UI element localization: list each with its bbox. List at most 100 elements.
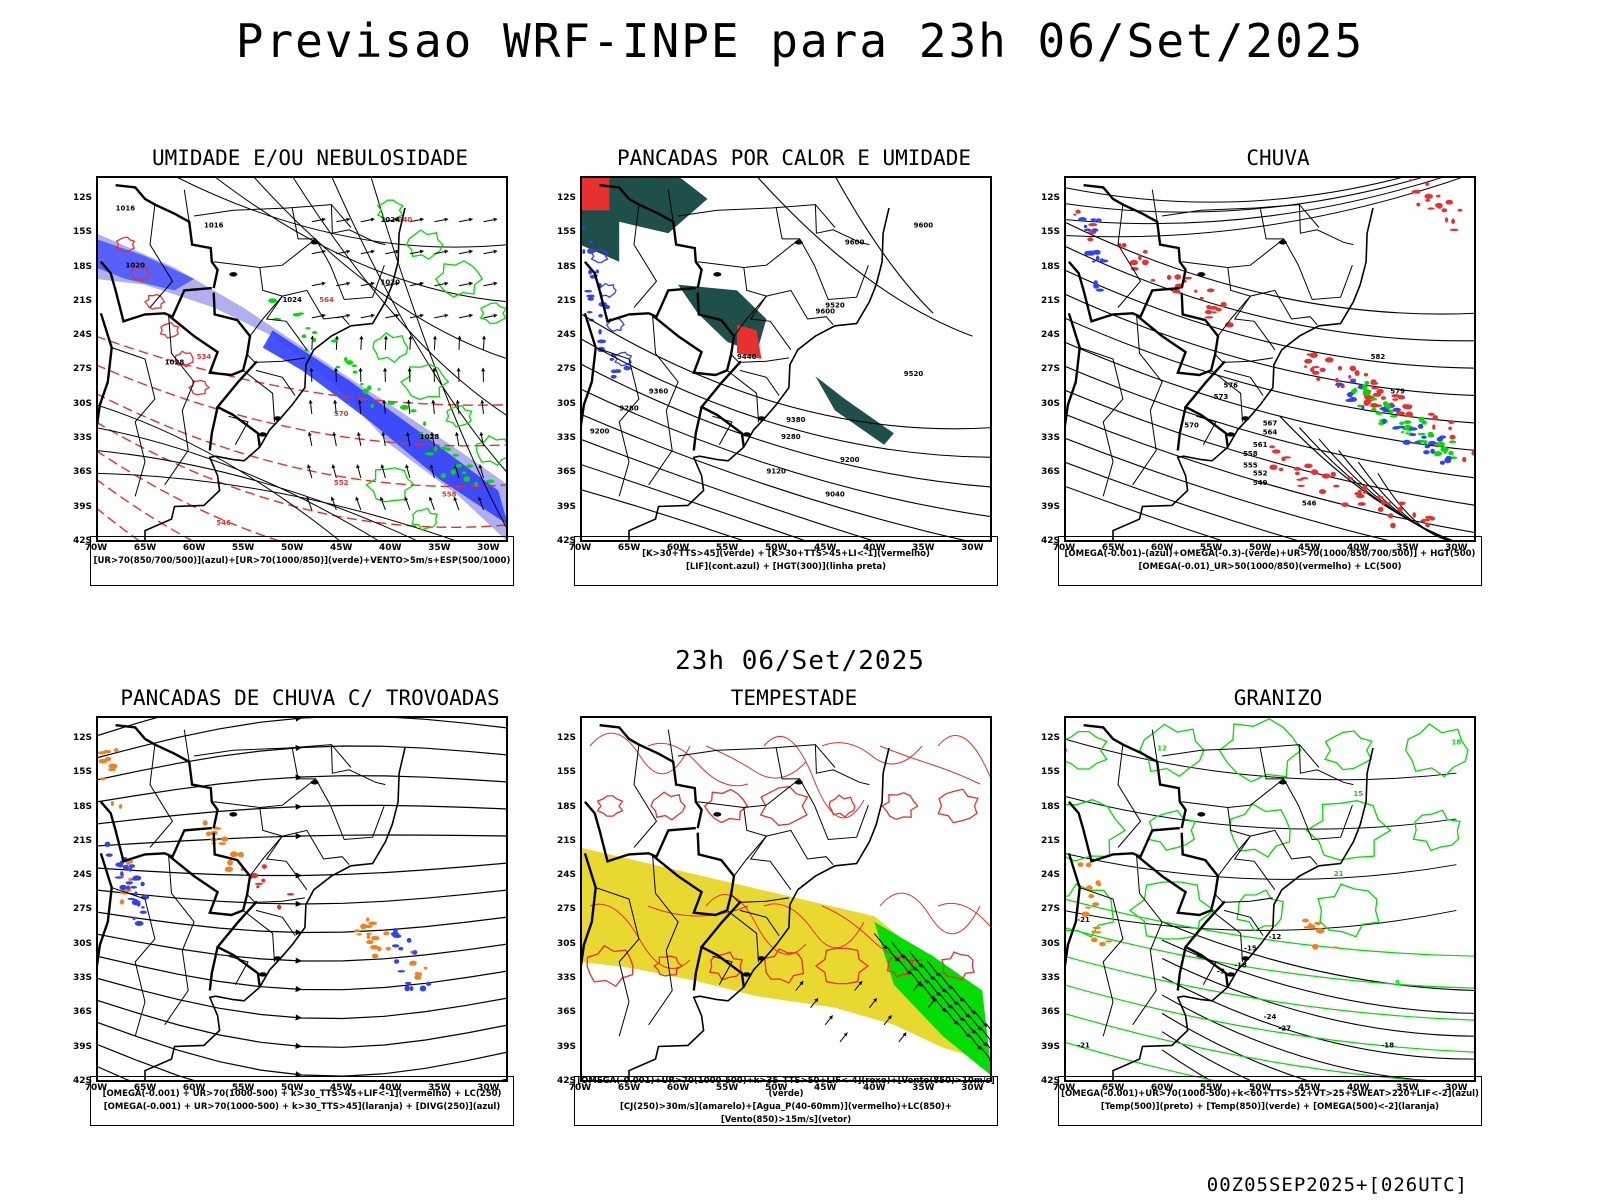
lat-tick-label: 18S <box>1040 801 1060 812</box>
omega-strong-cell <box>1400 431 1405 434</box>
wind-vector <box>370 249 375 254</box>
lc-850-streamline <box>647 742 749 787</box>
wind-vector <box>493 281 498 286</box>
omega-strong-cell <box>1436 441 1445 447</box>
lake <box>273 956 282 961</box>
isobar <box>96 427 381 542</box>
omega-rain-cell <box>1321 473 1331 479</box>
ur-low-cell <box>360 382 364 386</box>
ur-low-cell <box>268 298 277 304</box>
wind-vector <box>468 313 473 318</box>
lon-tick-label: 30W <box>1445 543 1468 553</box>
lon-tick-label: 50W <box>280 543 304 553</box>
lat-tick-label: 39S <box>72 501 92 512</box>
divergence-cell <box>128 864 136 868</box>
wind-850-vector <box>894 957 899 962</box>
omega-rain-cell <box>1448 420 1455 425</box>
lat-tick-label: 21S <box>1040 295 1060 306</box>
lat-tick-label: 39S <box>1040 501 1060 512</box>
panel-title: PANCADAS POR CALOR E UMIDADE <box>616 146 971 170</box>
omega-strong-cell <box>1356 404 1363 408</box>
ur-low-cell <box>304 349 309 352</box>
state-border <box>1233 295 1276 351</box>
omega-rain-cell <box>1333 484 1340 488</box>
wind-vector <box>407 367 412 372</box>
lon-tick-label: 60W <box>666 543 690 553</box>
wind-vector <box>419 249 424 254</box>
thickness-contour <box>96 449 286 542</box>
lake <box>1241 416 1250 421</box>
lon-tick-label: 65W <box>133 543 157 553</box>
omega-weak-cell <box>1417 423 1424 429</box>
wind-850-vector <box>965 1013 970 1018</box>
omega-rain-cell <box>1278 467 1284 472</box>
lc-850-streamline <box>821 742 923 765</box>
panel-legend: [OMEGA(-0.001)+UR>70(1000-500)+k>35_TTS>… <box>574 1076 998 1126</box>
map-frame <box>96 716 508 1082</box>
hgt-500-contour <box>1064 413 1476 534</box>
hgt-500-contour <box>1064 221 1476 315</box>
lon-tick-label: 50W <box>764 1083 788 1093</box>
ur-low-cell <box>362 388 369 395</box>
ur-low-cell <box>474 482 479 487</box>
hgt-label: 555 <box>1243 462 1258 470</box>
wind-vector <box>430 432 435 436</box>
omega-500-cell <box>1088 893 1095 899</box>
isobar <box>96 472 460 542</box>
wind-vector <box>321 281 326 286</box>
hgt-300-contour <box>580 488 749 542</box>
page-title: Previsao WRF-INPE para 23h 06/Set/2025 <box>235 14 1365 68</box>
state-border <box>282 829 350 866</box>
state-border <box>1223 369 1264 396</box>
trovoada-cell <box>218 842 227 845</box>
temp-850-contour <box>1064 1041 1224 1082</box>
thickness-contour <box>96 421 508 528</box>
omega-rain-cell <box>1348 375 1352 379</box>
state-border <box>1079 347 1124 497</box>
isobar <box>96 450 420 542</box>
wind-850-vector <box>924 979 928 984</box>
trovoada-forte-cell <box>250 872 259 879</box>
wind-vector <box>380 464 385 469</box>
country-border <box>99 801 212 863</box>
state-border <box>648 855 679 1026</box>
country-border <box>692 406 703 451</box>
trovoada-forte-cell <box>261 864 267 869</box>
panel-tempestade: TEMPESTADE 12S 15S 18S 21S 24S 27S 30S 33S 36S 39S… <box>557 686 1008 1174</box>
temp-label: -21 <box>1077 916 1090 924</box>
omega-strong-cell <box>1433 451 1442 457</box>
state-border <box>667 189 674 222</box>
lat-tick-label: 27S <box>1040 904 1060 915</box>
thickness-contour <box>96 364 508 447</box>
lif-cell <box>588 240 594 243</box>
hgt-500-contour <box>1064 341 1476 452</box>
lon-tick-label: 55W <box>1199 1083 1223 1093</box>
hgt-label: 9600 <box>845 239 865 247</box>
omega-rain-cell <box>1138 254 1142 261</box>
coastline-atlantic <box>1112 207 1374 542</box>
trovoada-forte-cell <box>261 878 266 883</box>
pressure-label: 534 <box>197 353 212 361</box>
omega-strong-cell <box>1353 387 1358 394</box>
country-border <box>208 406 219 451</box>
trovoada-cell <box>409 963 417 966</box>
lat-tick-label: 36S <box>72 1007 92 1018</box>
streamline-250 <box>96 889 508 905</box>
wind-vector <box>419 313 424 318</box>
streamline-250 <box>96 862 508 877</box>
omega-rain-cell <box>1300 477 1309 480</box>
omega-rain-cell <box>1397 395 1406 400</box>
state-border <box>194 204 352 228</box>
omega-rain-cell <box>1183 276 1193 280</box>
state-border <box>766 829 834 866</box>
wind-850-vector <box>953 1020 958 1025</box>
lc-850-eddy <box>814 947 870 985</box>
omega-rain-cell <box>1392 398 1399 401</box>
ur-low-contour <box>405 229 444 260</box>
wind-vector <box>381 432 386 436</box>
hgt-label: 567 <box>1263 419 1278 427</box>
wind-850-vector <box>965 1033 970 1038</box>
temp-label: -15 <box>1244 944 1257 952</box>
state-border <box>1250 829 1318 866</box>
omega-rain-cell <box>1363 372 1369 377</box>
